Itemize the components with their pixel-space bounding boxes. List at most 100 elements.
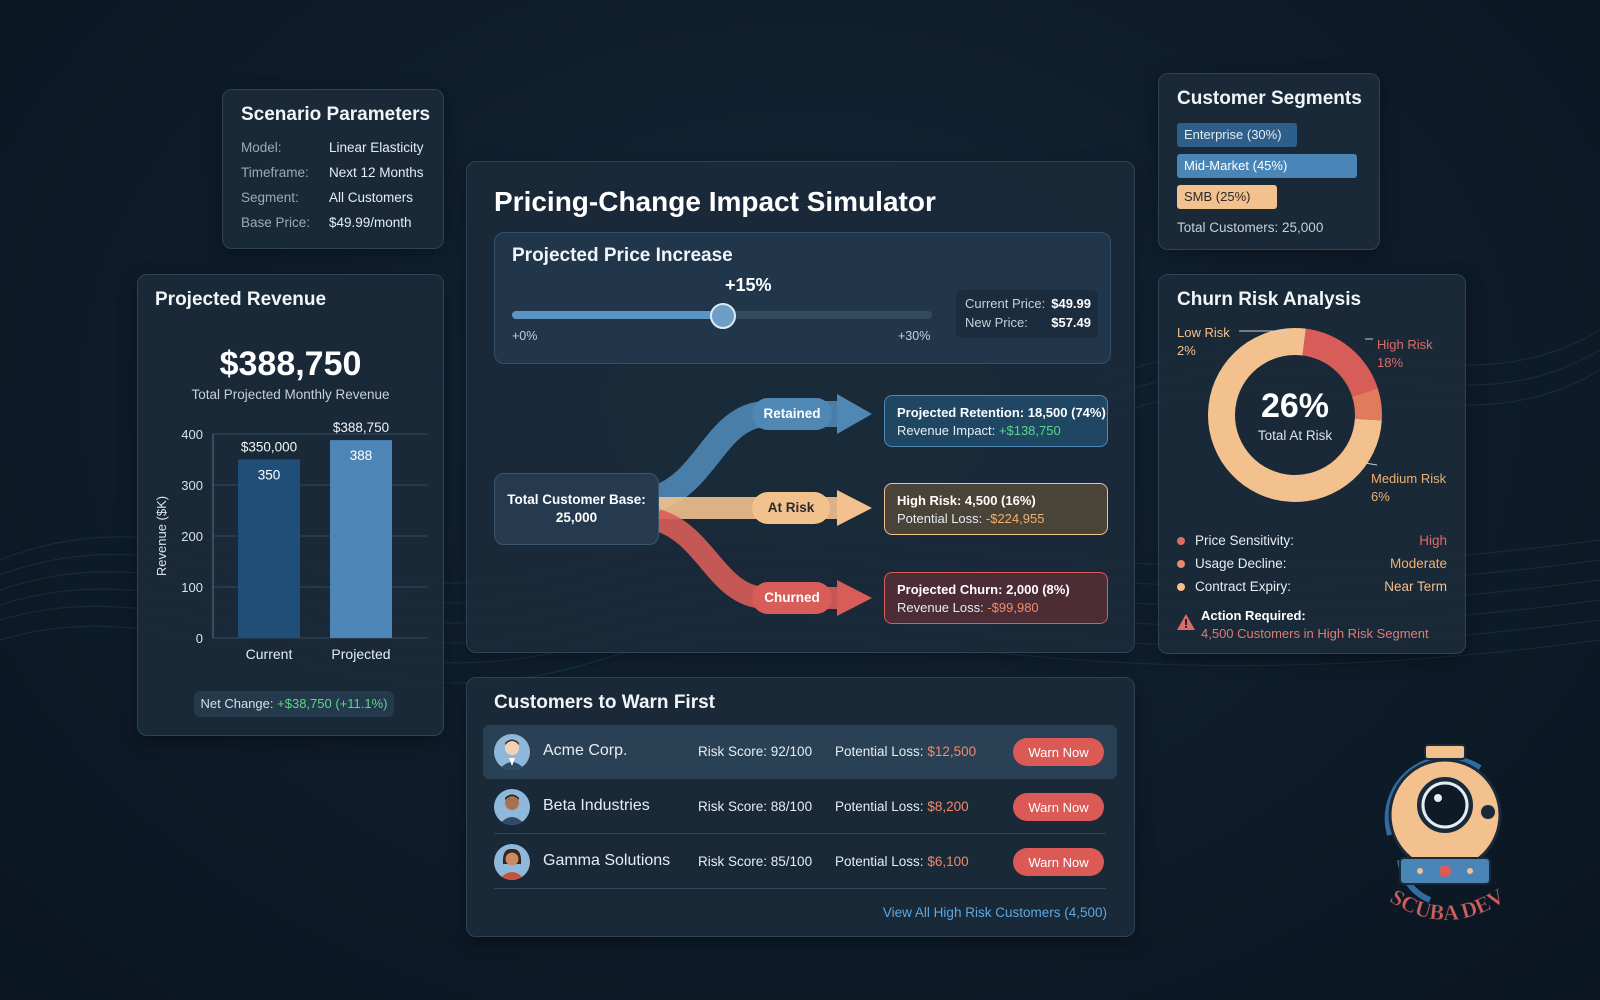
loss-label: Potential Loss: [835,744,928,759]
revenue-total-label: Total Projected Monthly Revenue [191,387,390,402]
y-axis-label: Revenue ($K) [154,496,169,576]
churn-loss: Revenue Loss: -$99,980 [897,600,1039,615]
potential-loss: Potential Loss: $6,100 [835,854,969,869]
retained-arrow [837,394,872,434]
row-divider [494,888,1106,889]
warn-now-button[interactable]: Warn Now [1013,848,1104,876]
y-tick-label: 100 [181,580,203,595]
net-change-badge: Net Change: +$38,750 (+11.1%) [194,691,394,717]
base-value: 25,000 [555,510,598,525]
current-price-label: Current Price: [965,296,1046,311]
slider-min-label: +0% [512,329,538,343]
retention-impact-label: Revenue Impact: [897,423,999,438]
loss-label: Potential Loss: [835,799,928,814]
driver-usage-decline: Usage Decline: Moderate [1177,556,1447,571]
churn-line: Projected Churn: 2,000 (8%) [897,582,1070,597]
risk-score: Risk Score: 88/100 [698,799,812,814]
bar-current [238,459,300,638]
high-risk-pct: 18% [1377,355,1403,370]
high-risk-label: High Risk [1377,337,1433,352]
risk-label: Risk Score: [698,799,771,814]
warn-now-button[interactable]: Warn Now [1013,793,1104,821]
donut-remaining [1208,328,1382,502]
churn-loss-value: -$99,980 [987,600,1039,615]
risk-value: 88/100 [770,799,813,814]
scenario-value: Next 12 Months [329,165,424,180]
warn-title: Customers to Warn First [494,692,715,713]
at-risk-arrow [837,490,872,526]
risk-score: Risk Score: 92/100 [698,744,812,759]
low-risk-label: Low Risk [1177,325,1230,340]
potential-loss: Potential Loss: $8,200 [835,799,969,814]
medium-risk-pct: 6% [1371,489,1390,504]
projected-revenue-card: Projected Revenue $388,750 Total Project… [137,274,444,736]
churned-arrow [837,580,872,616]
revenue-total: $388,750 [219,345,362,383]
price-summary: Current Price: $49.99 New Price: $57.49 [956,290,1098,338]
customer-name: Beta Industries [543,797,650,814]
retention-result-box: Projected Retention: 18,500 (74%) Revenu… [884,395,1108,447]
dot-icon [1177,537,1185,546]
retention-impact-value: +$138,750 [998,423,1061,438]
warn-row: Acme Corp. Risk Score: 92/100 Potential … [483,725,1117,779]
medium-risk-label: Medium Risk [1371,471,1447,486]
y-tick-label: 400 [181,427,203,442]
current-price-value: $49.99 [1051,296,1091,311]
scenario-value: All Customers [329,190,414,205]
price-panel-title: Projected Price Increase [512,245,733,266]
scenario-key: Model: [241,140,282,155]
scenario-title: Scenario Parameters [241,104,431,125]
driver-contract-expiry: Contract Expiry: Near Term [1177,579,1447,594]
loss-label: Potential Loss: [835,854,928,869]
x-tick-label: Current [246,646,293,662]
scenario-key: Timeframe: [241,165,309,180]
action-subtitle: 4,500 Customers in High Risk Segment [1201,626,1429,641]
slider-fill [512,311,722,319]
risk-value: 85/100 [770,854,813,869]
churn-result-box: Projected Churn: 2,000 (8%) Revenue Loss… [884,572,1108,624]
churn-loss-label: Revenue Loss: [897,600,988,615]
leader-line [1364,462,1378,466]
slider-thumb[interactable] [710,303,736,329]
retention-line: Projected Retention: 18,500 (74%) [897,405,1106,420]
y-tick-label: 0 [196,631,203,646]
at-risk-line: High Risk: 4,500 (16%) [897,493,1036,508]
driver-label: Contract Expiry: [1195,579,1292,594]
customer-name: Gamma Solutions [543,852,671,869]
at-risk-result-box: High Risk: 4,500 (16%) Potential Loss: -… [884,483,1108,535]
revenue-bar-chart: 0 100 200 300 400 Revenue ($K) $350,000 350 Curr… [154,420,428,662]
avatar [494,734,530,770]
warn-row: Gamma Solutions Risk Score: 85/100 Poten… [483,835,1117,889]
low-risk-pct: 2% [1177,343,1196,358]
action-title: Action Required: [1201,608,1306,623]
scenario-row-segment: Segment: All Customers [241,190,431,205]
scenario-value: Linear Elasticity [329,140,424,155]
at-risk-loss: Potential Loss: -$224,955 [897,511,1044,526]
at-risk-pill: At Risk [752,492,830,524]
customer-segments-card: Customer Segments Enterprise (30%) Mid-M… [1158,73,1380,250]
risk-score: Risk Score: 85/100 [698,854,812,869]
bar-top-label: $388,750 [333,420,389,435]
y-tick-label: 200 [181,529,203,544]
price-slider[interactable] [512,303,932,329]
segments-total: Total Customers: 25,000 [1177,220,1324,235]
scenario-row-timeframe: Timeframe: Next 12 Months [241,165,431,180]
loss-value: $8,200 [927,799,969,814]
scenario-parameters-card: Scenario Parameters Model: Linear Elastic… [222,89,444,249]
avatar [494,844,530,880]
avatar [494,789,530,825]
total-customer-base-box: Total Customer Base: 25,000 [494,473,659,545]
bar-value-label: 350 [258,468,281,483]
dot-icon [1177,583,1185,592]
simulator-card: Pricing-Change Impact Simulator Projecte… [466,161,1135,653]
scenario-value: $49.99/month [329,215,412,230]
warn-now-button[interactable]: Warn Now [1013,738,1104,766]
segment-bar-mid-market: Mid-Market (45%) [1177,154,1357,178]
view-all-link[interactable]: View All High Risk Customers (4,500) [882,905,1107,920]
current-price-row: Current Price: $49.99 [965,296,1091,311]
driver-value: Near Term [1384,579,1447,594]
bar-top-label: $350,000 [241,440,297,455]
slider-max-label: +30% [898,329,931,343]
bar-projected [330,440,392,638]
driver-value: High [1419,533,1447,548]
